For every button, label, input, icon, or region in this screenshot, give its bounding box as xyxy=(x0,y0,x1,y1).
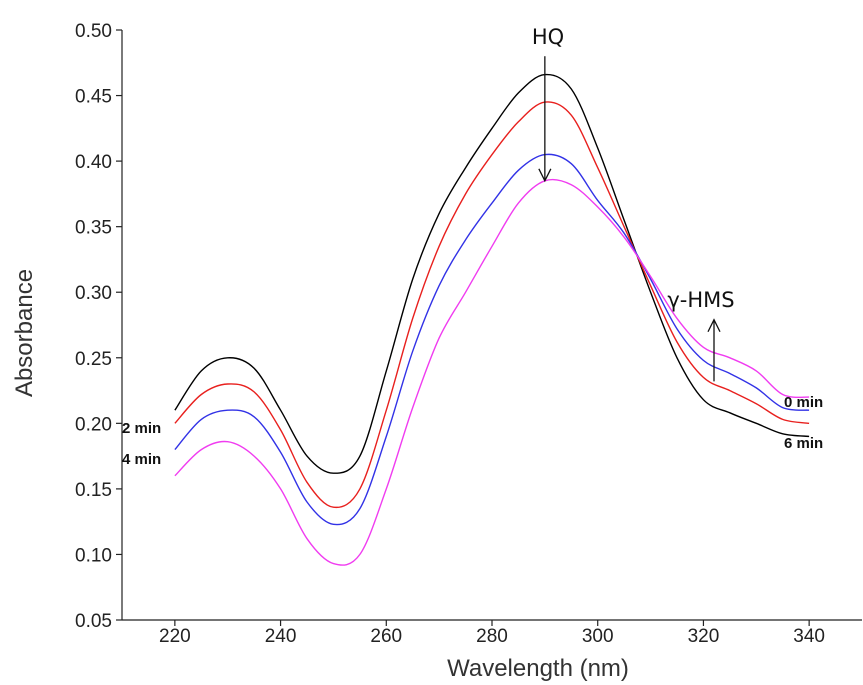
label-0-min: 0 min xyxy=(784,394,823,411)
x-tick-label: 280 xyxy=(476,626,508,647)
x-tick-label: 300 xyxy=(582,626,614,647)
y-tick-label: 0.50 xyxy=(75,21,112,42)
y-tick-label: 0.20 xyxy=(75,414,112,435)
x-tick-label: 220 xyxy=(159,626,191,647)
y-axis-ticks: 0.05 0.10 0.15 0.20 0.25 0.30 0.35 0.40 0.45 0.50 xyxy=(75,21,122,632)
x-tick-label: 320 xyxy=(688,626,720,647)
series-line-1 xyxy=(174,73,810,474)
y-tick-label: 0.40 xyxy=(75,152,112,173)
y-tick-label: 0.15 xyxy=(75,480,112,501)
x-tick-label: 240 xyxy=(265,626,297,647)
series-line-3 xyxy=(174,153,810,526)
y-tick-label: 0.05 xyxy=(75,611,112,632)
annotation-arrows xyxy=(538,56,721,382)
chart-axes xyxy=(121,30,862,621)
hms-label: γ-HMS xyxy=(667,288,734,312)
series-line-4 xyxy=(174,178,810,566)
label-2-min: 2 min xyxy=(122,420,161,437)
label-6-min: 6 min xyxy=(784,435,823,452)
hms-arrow-head xyxy=(707,318,721,333)
y-tick-label: 0.35 xyxy=(75,218,112,239)
x-tick-label: 260 xyxy=(370,626,402,647)
series-layer xyxy=(174,73,810,566)
y-tick-label: 0.10 xyxy=(75,545,112,566)
x-axis-title: Wavelength (nm) xyxy=(447,655,629,682)
y-tick-label: 0.45 xyxy=(75,87,112,108)
hq-label: HQ xyxy=(532,25,564,49)
y-tick-label: 0.25 xyxy=(75,349,112,370)
x-axis-ticks: 220 240 260 280 300 320 340 xyxy=(159,620,825,647)
series-line-2 xyxy=(174,101,810,509)
x-tick-label: 340 xyxy=(793,626,825,647)
label-4-min: 4 min xyxy=(122,451,161,468)
hq-arrow-head xyxy=(538,168,552,183)
y-tick-label: 0.30 xyxy=(75,283,112,304)
y-axis-title: Absorbance xyxy=(11,269,38,397)
